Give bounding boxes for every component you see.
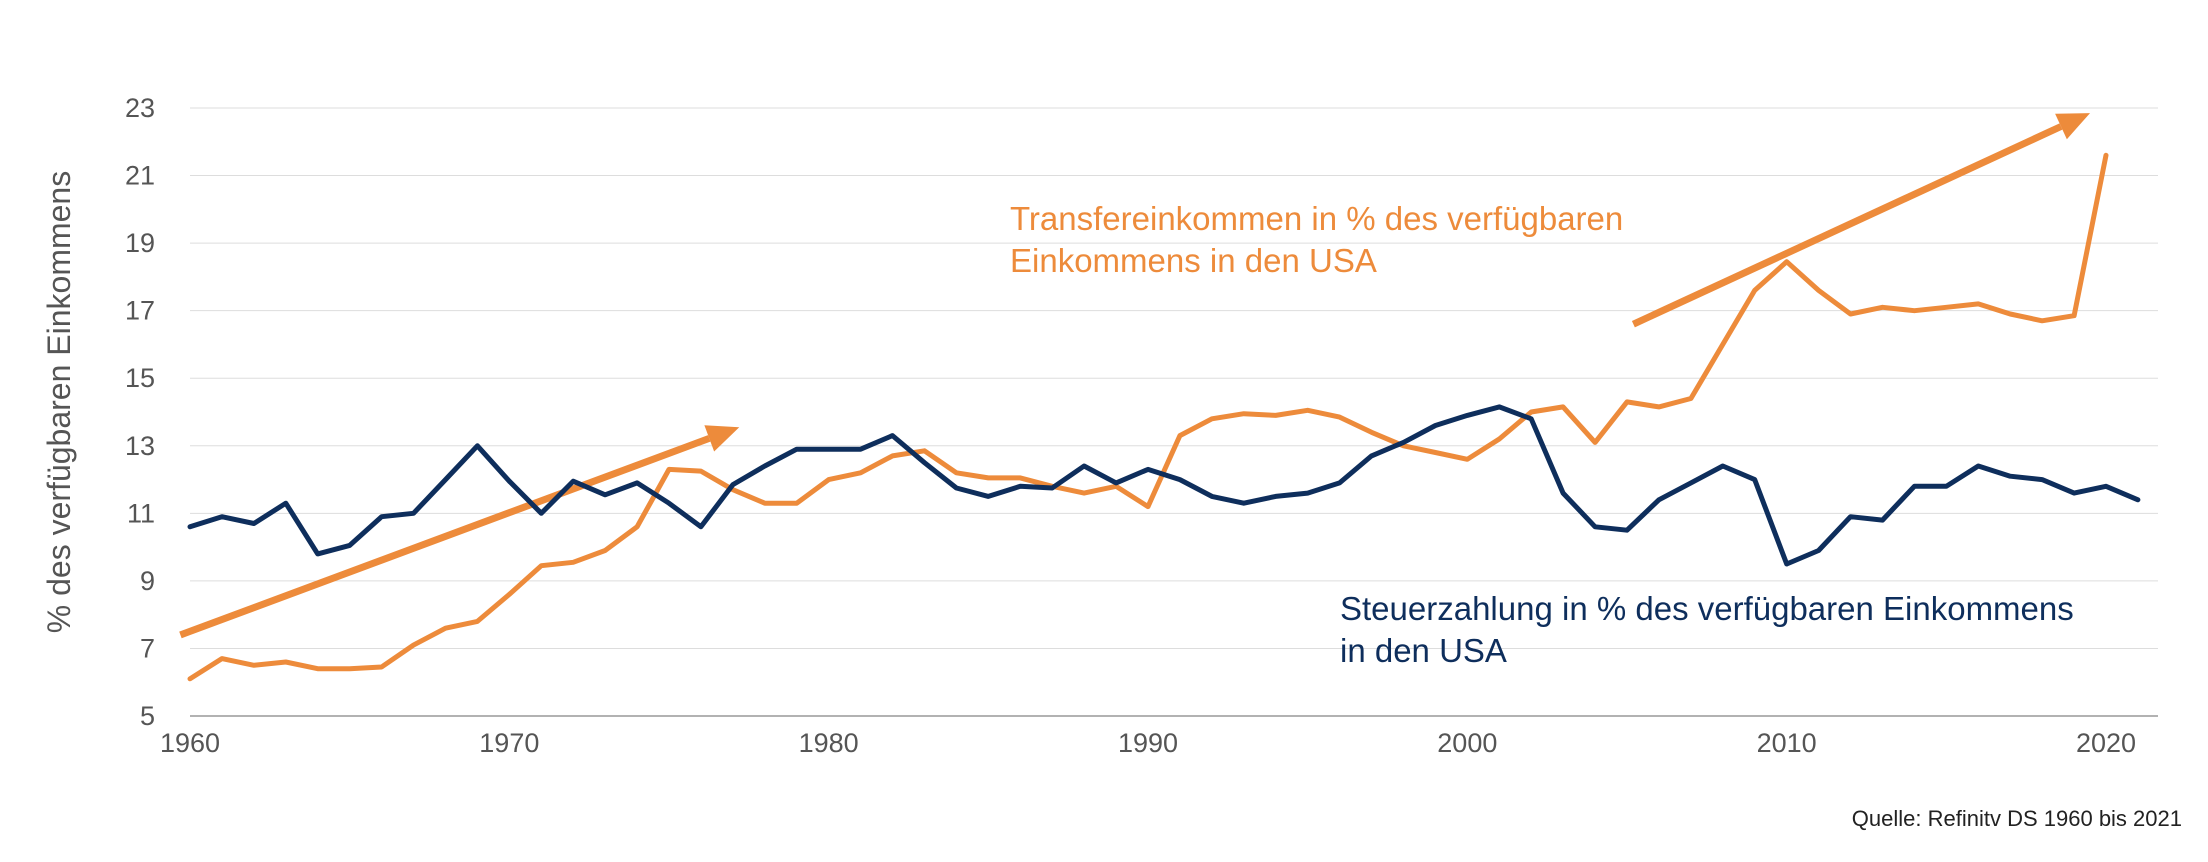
x-axis-ticks: 1960 1970 1980 1990 2000 2010 2020: [160, 728, 2136, 758]
x-tick-label: 2000: [1437, 728, 1497, 758]
y-tick-label: 17: [125, 296, 155, 326]
series-lines: [187, 152, 2141, 682]
x-tick-label: 1990: [1118, 728, 1178, 758]
series-line-1: [187, 404, 2141, 567]
source-note: Quelle: Refinitv DS 1960 bis 2021: [1852, 806, 2182, 831]
x-tick-label: 2010: [1757, 728, 1817, 758]
trend-arrows: [179, 113, 2091, 639]
x-tick-label: 1960: [160, 728, 220, 758]
y-axis-label: % des verfügbaren Einkommens: [41, 171, 77, 633]
trend-arrow-shaft: [179, 435, 711, 639]
y-axis-ticks: 5 7 9 11 13 15 17 19 21 23: [125, 93, 155, 731]
series-annotations: Transfereinkommen in % des verfügbaren Ei…: [1010, 200, 2074, 669]
y-tick-label: 7: [140, 633, 155, 663]
series-line-0: [187, 152, 2109, 682]
series-annotation-line: Transfereinkommen in % des verfügbaren: [1010, 200, 1623, 237]
y-tick-label: 15: [125, 363, 155, 393]
series-annotation-line: in den USA: [1340, 632, 1507, 669]
y-tick-label: 19: [125, 228, 155, 258]
trend-arrow-shaft: [1631, 123, 2063, 328]
y-tick-label: 11: [127, 498, 155, 528]
y-tick-label: 23: [125, 93, 155, 123]
series-annotation-line: Einkommens in den USA: [1010, 242, 1377, 279]
x-tick-label: 1980: [799, 728, 859, 758]
y-tick-label: 21: [125, 161, 155, 191]
x-tick-label: 2020: [2076, 728, 2136, 758]
series-annotation-line: Steuerzahlung in % des verfügbaren Einko…: [1340, 590, 2074, 627]
y-tick-label: 5: [140, 701, 155, 731]
y-tick-label: 13: [125, 431, 155, 461]
trend-arrow-head: [704, 425, 740, 452]
y-tick-label: 9: [140, 566, 155, 596]
x-tick-label: 1970: [479, 728, 539, 758]
trend-arrow-head: [2055, 113, 2091, 140]
